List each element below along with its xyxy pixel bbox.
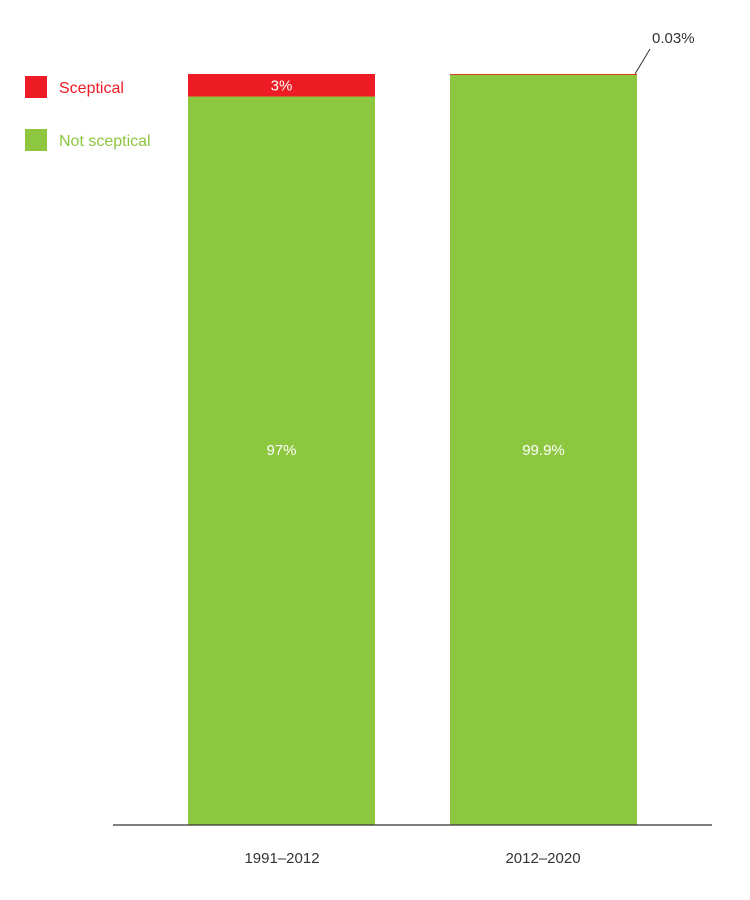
- bar-not-sceptical-1991-2012: [188, 96, 375, 825]
- x-tick-label-2012-2020: 2012–2020: [505, 850, 580, 867]
- legend-label-not-sceptical: Not sceptical: [59, 133, 151, 150]
- x-tick-label-1991-2012: 1991–2012: [244, 850, 319, 867]
- bar-not-sceptical-2012-2020: [450, 74, 637, 826]
- data-label-sceptical-2012-2020: 0.03%: [652, 30, 695, 47]
- data-label-not-sceptical-2012-2020: 99.9%: [522, 442, 565, 459]
- data-label-sceptical-1991-2012: 3%: [271, 77, 293, 94]
- bar-sceptical-2012-2020: [450, 74, 637, 75]
- legend-label-sceptical: Sceptical: [59, 80, 124, 97]
- data-label-not-sceptical-1991-2012: 97%: [266, 442, 296, 459]
- legend-swatch-not-sceptical: [25, 129, 47, 151]
- legend-swatch-sceptical: [25, 76, 47, 98]
- bar-sceptical-1991-2012: [188, 74, 375, 97]
- leader-line-2012-2020: [634, 48, 651, 75]
- legend: Sceptical Not sceptical: [25, 76, 151, 151]
- bars-group: 97% 3% 99.9% 0.03%: [188, 30, 695, 826]
